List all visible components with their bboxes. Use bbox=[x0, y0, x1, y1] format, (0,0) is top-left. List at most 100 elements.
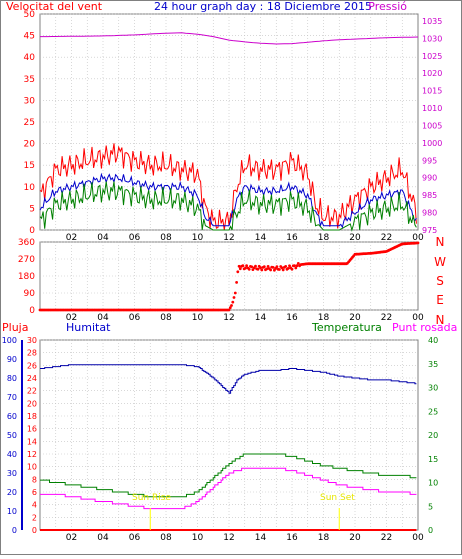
wind-y-tick-50: 50 bbox=[24, 10, 36, 20]
rain-y-tick-18: 18 bbox=[27, 412, 37, 421]
climate-x-tick-10: 10 bbox=[192, 533, 204, 543]
direction-point bbox=[232, 296, 236, 299]
direction-point bbox=[266, 265, 270, 268]
climate-x-tick-14: 14 bbox=[255, 533, 267, 543]
direction-x-tick-06: 06 bbox=[129, 313, 141, 323]
wind-x-tick-00: 00 bbox=[412, 233, 424, 243]
rain-y-tick-26: 26 bbox=[27, 361, 37, 370]
compass-N-0: N bbox=[436, 235, 445, 249]
wind-axis-label: Velocitat del vent bbox=[6, 0, 103, 13]
temp-y-tick-10: 10 bbox=[428, 479, 438, 488]
direction-point bbox=[293, 264, 296, 267]
humidity-y-axis: 0 10 20 30 40 50 60 70 80 90 100 bbox=[2, 336, 23, 535]
humidity-y-tick-70: 70 bbox=[7, 393, 17, 402]
direction-point bbox=[254, 264, 257, 268]
compass-W-1: W bbox=[434, 255, 446, 269]
direction-point bbox=[271, 266, 275, 269]
temp-y-tick-5: 5 bbox=[428, 502, 433, 511]
direction-point bbox=[416, 241, 420, 245]
direction-point bbox=[236, 270, 240, 274]
direction-x-tick-10: 10 bbox=[192, 313, 204, 323]
wind-x-axis: 02 04 06 08 10 12 14 16 18 20 22 00 bbox=[66, 233, 424, 243]
temp-y-tick-25: 25 bbox=[428, 407, 438, 416]
humidity-line bbox=[40, 364, 417, 394]
climate-series bbox=[40, 364, 417, 531]
sunrise-label: Sun Rise bbox=[132, 493, 171, 503]
climate-x-axis: 02 04 06 08 10 12 14 16 18 20 22 00 bbox=[66, 533, 424, 543]
direction-point bbox=[286, 267, 290, 270]
humidity-legend-label: Humitat bbox=[66, 321, 111, 334]
rain-y-tick-22: 22 bbox=[27, 387, 37, 396]
wind-gust-line bbox=[39, 143, 417, 231]
direction-y-tick-180: 180 bbox=[18, 272, 35, 282]
rain-y-tick-6: 6 bbox=[32, 488, 37, 497]
pressure-y-axis: 975 980 985 990 995 1000 1005 1010 1015 1020 1025 1… bbox=[422, 17, 442, 235]
rain-legend-label: Pluja bbox=[2, 321, 28, 334]
humidity-y-tick-30: 30 bbox=[7, 469, 17, 478]
humidity-y-tick-20: 20 bbox=[7, 488, 17, 497]
rain-y-tick-30: 30 bbox=[27, 336, 37, 345]
temp-y-tick-15: 15 bbox=[428, 455, 438, 464]
direction-point bbox=[231, 300, 235, 304]
climate-x-tick-20: 20 bbox=[349, 533, 361, 543]
dewpoint-legend-label: Punt rosada bbox=[392, 321, 457, 334]
direction-x-tick-14: 14 bbox=[255, 313, 267, 323]
direction-x-tick-00: 00 bbox=[412, 313, 424, 323]
rain-y-tick-0: 0 bbox=[32, 526, 37, 535]
direction-x-axis: 02 04 06 08 10 12 14 16 18 20 22 00 bbox=[66, 313, 424, 323]
direction-point bbox=[290, 267, 294, 271]
direction-y-tick-0: 0 bbox=[29, 306, 35, 316]
temp-y-tick-20: 20 bbox=[428, 431, 438, 440]
climate-x-tick-08: 08 bbox=[160, 533, 172, 543]
wind-x-tick-16: 16 bbox=[286, 233, 298, 243]
wind-y-axis: 0 5 10 15 20 25 30 35 40 45 50 bbox=[24, 10, 36, 236]
pressure-y-tick-1000: 1000 bbox=[422, 139, 442, 148]
pressure-y-tick-975: 975 bbox=[422, 226, 437, 235]
direction-x-tick-02: 02 bbox=[66, 313, 77, 323]
wind-y-tick-40: 40 bbox=[24, 53, 36, 63]
wind-x-tick-04: 04 bbox=[97, 233, 109, 243]
climate-x-tick-02: 02 bbox=[66, 533, 77, 543]
wind-x-tick-20: 20 bbox=[349, 233, 361, 243]
direction-y-axis: 0 90 180 270 360 bbox=[18, 238, 35, 316]
wind-x-tick-02: 02 bbox=[66, 233, 77, 243]
temperature-legend-label: Temperatura bbox=[311, 321, 382, 334]
pressure-y-tick-1025: 1025 bbox=[422, 52, 442, 61]
direction-point bbox=[265, 267, 269, 271]
direction-y-tick-270: 270 bbox=[18, 255, 35, 265]
rain-y-tick-20: 20 bbox=[27, 399, 37, 408]
humidity-y-tick-90: 90 bbox=[7, 355, 17, 364]
humidity-y-tick-80: 80 bbox=[7, 374, 17, 383]
pressure-y-tick-985: 985 bbox=[422, 191, 437, 200]
rain-y-tick-12: 12 bbox=[27, 450, 37, 459]
direction-point bbox=[280, 266, 284, 270]
temp-y-tick-0: 0 bbox=[428, 526, 433, 535]
direction-point bbox=[227, 308, 231, 312]
rain-y-tick-28: 28 bbox=[27, 349, 37, 358]
direction-point bbox=[250, 265, 254, 269]
direction-point bbox=[241, 264, 245, 268]
direction-point bbox=[269, 268, 272, 272]
direction-point bbox=[237, 264, 241, 268]
wind-y-tick-30: 30 bbox=[24, 96, 36, 106]
compass-S-2: S bbox=[436, 274, 444, 288]
wind-x-tick-08: 08 bbox=[160, 233, 172, 243]
direction-y-tick-360: 360 bbox=[18, 238, 35, 248]
direction-point bbox=[244, 266, 247, 270]
humidity-y-tick-100: 100 bbox=[2, 336, 17, 345]
sunset-label: Sun Set bbox=[320, 493, 355, 503]
direction-point bbox=[245, 264, 249, 268]
direction-x-tick-16: 16 bbox=[286, 313, 298, 323]
direction-x-tick-18: 18 bbox=[318, 313, 330, 323]
wind-y-tick-45: 45 bbox=[24, 32, 35, 42]
direction-point bbox=[238, 267, 242, 271]
wind-avg-line bbox=[39, 172, 417, 229]
direction-point bbox=[230, 304, 233, 307]
pressure-y-tick-990: 990 bbox=[422, 174, 437, 183]
direction-point bbox=[296, 262, 300, 265]
wind-y-tick-35: 35 bbox=[24, 75, 35, 85]
direction-x-tick-04: 04 bbox=[97, 313, 109, 323]
